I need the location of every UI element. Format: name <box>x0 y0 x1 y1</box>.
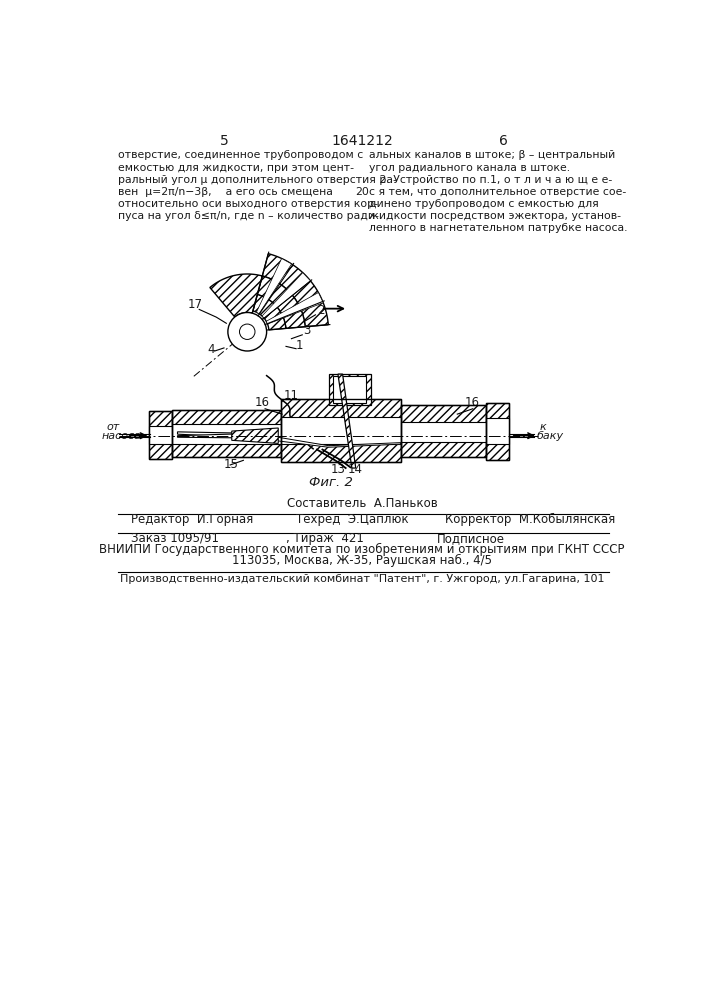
Polygon shape <box>262 273 310 318</box>
Text: Редактор  И.Горная: Редактор И.Горная <box>131 513 253 526</box>
Polygon shape <box>262 254 328 327</box>
Bar <box>149 426 172 444</box>
Text: Корректор  М.Кобылянская: Корректор М.Кобылянская <box>445 513 615 526</box>
Text: 5: 5 <box>220 134 228 148</box>
Polygon shape <box>338 374 356 468</box>
Text: относительно оси выходного отверстия кор-: относительно оси выходного отверстия кор… <box>118 199 378 209</box>
Text: 16: 16 <box>255 396 270 409</box>
Text: 113035, Москва, Ж-35, Раушская наб., 4/5: 113035, Москва, Ж-35, Раушская наб., 4/5 <box>232 553 492 567</box>
Text: ленного в нагнетательном патрубке насоса.: ленного в нагнетательном патрубке насоса… <box>369 223 627 233</box>
Text: 1: 1 <box>296 339 303 352</box>
Text: Техред  Э.Цаплюк: Техред Э.Цаплюк <box>296 513 409 526</box>
Text: 2: 2 <box>317 304 325 317</box>
Bar <box>172 424 281 444</box>
Text: от: от <box>107 422 120 432</box>
Bar <box>401 405 486 424</box>
Text: 2. Устройство по п.1, о т л и ч а ю щ е е-: 2. Устройство по п.1, о т л и ч а ю щ е … <box>369 175 612 185</box>
Text: 15: 15 <box>224 458 239 471</box>
Polygon shape <box>210 274 262 317</box>
Polygon shape <box>257 258 291 314</box>
Bar <box>281 399 401 420</box>
Text: отверстие, соединенное трубопроводом с: отверстие, соединенное трубопроводом с <box>118 150 363 160</box>
Text: 11: 11 <box>284 389 298 402</box>
Polygon shape <box>177 432 255 438</box>
Bar <box>401 405 486 457</box>
Bar <box>401 438 486 457</box>
Polygon shape <box>267 293 323 324</box>
Text: Подписное: Подписное <box>437 532 505 545</box>
Bar <box>281 399 401 462</box>
Bar <box>401 422 486 442</box>
Text: к: к <box>539 422 547 432</box>
Polygon shape <box>257 276 305 328</box>
Text: баку: баку <box>537 431 563 441</box>
Text: 17: 17 <box>187 298 203 311</box>
Text: 20: 20 <box>355 187 369 197</box>
Bar <box>149 411 172 459</box>
Circle shape <box>228 312 267 351</box>
Bar <box>486 418 509 444</box>
Bar <box>172 410 281 426</box>
Polygon shape <box>253 295 286 330</box>
Bar <box>281 417 401 444</box>
Text: 12: 12 <box>317 435 332 448</box>
Bar <box>333 376 366 403</box>
Text: 16: 16 <box>465 396 480 409</box>
Text: Фиг. 2: Фиг. 2 <box>309 476 353 489</box>
Text: Заказ 1095/91: Заказ 1095/91 <box>131 532 219 545</box>
Bar <box>486 403 509 460</box>
Text: жидкости посредством эжектора, установ-: жидкости посредством эжектора, установ- <box>369 211 621 221</box>
Polygon shape <box>232 428 279 443</box>
Bar <box>281 440 401 462</box>
Bar <box>149 411 172 459</box>
Text: Составитель  А.Паньков: Составитель А.Паньков <box>286 497 438 510</box>
Text: пуса на угол δ≤π/n, где n – количество ради-: пуса на угол δ≤π/n, где n – количество р… <box>118 211 379 221</box>
Polygon shape <box>177 433 255 438</box>
Text: емкостью для жидкости, при этом цент-: емкостью для жидкости, при этом цент- <box>118 163 354 173</box>
Bar <box>172 440 281 457</box>
Text: ральный угол μ дополнительного отверстия ра-: ральный угол μ дополнительного отверстия… <box>118 175 397 185</box>
Text: динено трубопроводом с емкостью для: динено трубопроводом с емкостью для <box>369 199 599 209</box>
Text: 1641212: 1641212 <box>331 134 393 148</box>
Text: 14: 14 <box>348 463 363 476</box>
Circle shape <box>240 324 255 339</box>
Text: вен  μ=2π/n−3β,    а его ось смещена: вен μ=2π/n−3β, а его ось смещена <box>118 187 333 197</box>
Text: 13: 13 <box>330 463 345 476</box>
Text: с я тем, что дополнительное отверстие сое-: с я тем, что дополнительное отверстие со… <box>369 187 626 197</box>
Text: альных каналов в штоке; β – центральный: альных каналов в штоке; β – центральный <box>369 150 615 160</box>
Bar <box>486 403 509 460</box>
Text: 3: 3 <box>303 324 310 337</box>
Text: ВНИИПИ Государственного комитета по изобретениям и открытиям при ГКНТ СССР: ВНИИПИ Государственного комитета по изоб… <box>99 543 625 556</box>
Text: насоса: насоса <box>102 431 141 441</box>
Polygon shape <box>255 433 401 447</box>
Text: Производственно-издательский комбинат "Патент", г. Ужгород, ул.Гагарина, 101: Производственно-издательский комбинат "П… <box>119 574 604 584</box>
Bar <box>172 410 281 457</box>
Text: 6: 6 <box>498 134 508 148</box>
Bar <box>329 374 371 405</box>
Text: угол радиального канала в штоке.: угол радиального канала в штоке. <box>369 163 570 173</box>
Text: 4: 4 <box>207 343 214 356</box>
Text: , Тираж  421: , Тираж 421 <box>286 532 364 545</box>
